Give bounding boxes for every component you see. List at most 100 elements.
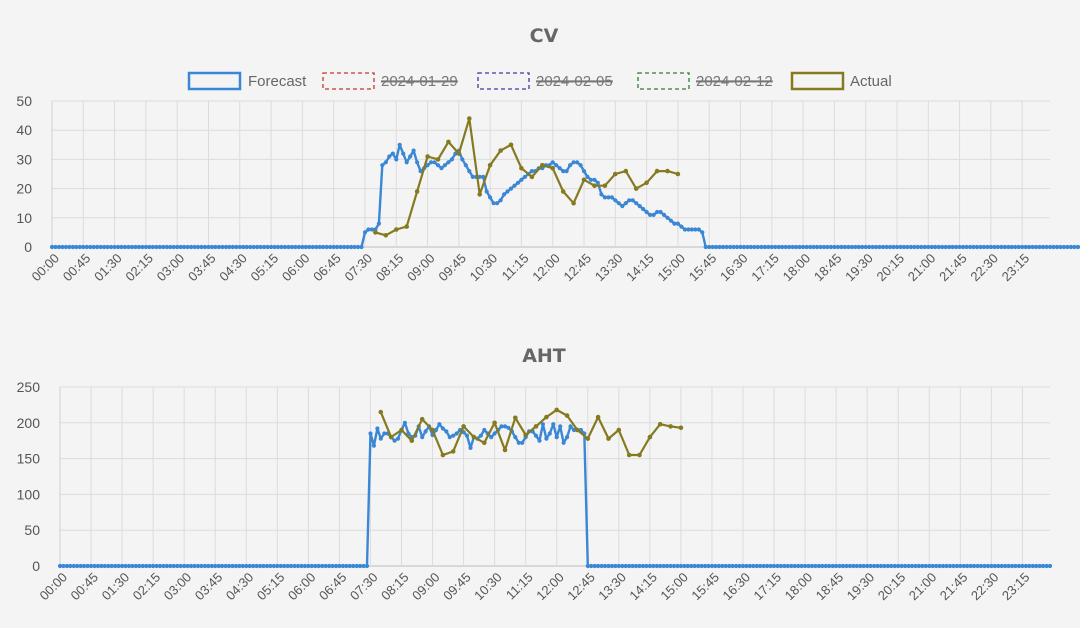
data-point — [723, 563, 728, 569]
data-point — [247, 563, 252, 569]
data-point — [964, 244, 969, 250]
data-point — [399, 427, 404, 433]
x-tick-label: 12:45 — [561, 251, 595, 285]
data-point — [906, 563, 911, 569]
data-point — [324, 244, 329, 250]
data-point — [655, 209, 660, 215]
data-point — [898, 244, 903, 250]
data-point — [446, 139, 451, 145]
data-point — [668, 424, 673, 429]
data-point — [264, 563, 270, 569]
data-point — [758, 563, 763, 569]
data-point — [451, 433, 456, 438]
x-tick-label: 03:00 — [154, 251, 188, 285]
data-point — [140, 244, 145, 250]
data-point — [157, 563, 163, 569]
data-point — [380, 163, 385, 168]
data-point — [658, 209, 663, 215]
data-point — [823, 563, 828, 569]
data-point — [498, 198, 503, 203]
y-tick-label: 150 — [17, 451, 41, 467]
data-point — [230, 244, 235, 250]
data-point — [478, 433, 483, 438]
data-point — [140, 563, 145, 569]
aht-chart: AHT 0 50 100 150 200 250 00:0000:4501:3002:15… — [17, 345, 1053, 604]
data-point — [321, 244, 326, 250]
data-point — [328, 244, 333, 250]
data-point — [588, 177, 594, 182]
data-point — [447, 435, 452, 440]
legend-item-forecast[interactable]: Forecast — [187, 71, 307, 91]
y-tick-label: 100 — [17, 486, 41, 502]
x-tick-label: 19:30 — [844, 570, 878, 604]
legend-item-2024-02-12[interactable]: 2024-02-12 — [637, 72, 773, 90]
data-point — [454, 431, 459, 436]
data-point — [340, 563, 345, 569]
data-point — [737, 563, 742, 569]
data-point — [185, 244, 190, 250]
data-point — [755, 244, 761, 250]
x-tick-label: 21:45 — [936, 251, 970, 285]
data-point — [689, 563, 694, 569]
data-point — [934, 563, 939, 569]
y-tick-label: 250 — [17, 379, 41, 395]
data-point — [901, 244, 907, 250]
data-point — [150, 244, 155, 250]
data-point — [460, 157, 465, 162]
data-point — [178, 244, 183, 250]
data-point — [927, 563, 932, 569]
data-point — [696, 227, 701, 232]
x-tick-label: 08:15 — [378, 570, 412, 604]
x-tick-label: 01:30 — [99, 570, 133, 604]
data-point — [912, 244, 917, 250]
data-point — [658, 563, 663, 569]
data-point — [693, 227, 698, 232]
data-point — [585, 563, 590, 569]
data-point — [599, 563, 604, 569]
data-point — [133, 244, 138, 250]
data-point — [678, 563, 684, 569]
data-point — [378, 436, 383, 441]
data-point — [199, 563, 204, 569]
data-point — [754, 563, 759, 569]
data-point — [940, 244, 945, 250]
data-point — [686, 227, 691, 232]
data-point — [727, 563, 732, 569]
legend-item-2024-02-05[interactable]: 2024-02-05 — [477, 72, 613, 90]
data-point — [477, 192, 483, 197]
data-point — [126, 563, 132, 569]
data-point — [828, 244, 834, 250]
data-point — [1072, 244, 1077, 250]
data-point — [926, 244, 931, 250]
data-point — [333, 563, 339, 569]
data-point — [116, 244, 121, 250]
data-point — [941, 563, 946, 569]
data-point — [129, 244, 135, 250]
data-point — [958, 563, 963, 569]
data-point — [565, 435, 570, 440]
data-point — [792, 563, 797, 569]
data-point — [331, 244, 336, 250]
data-point — [816, 563, 822, 569]
data-point — [992, 563, 997, 569]
data-point — [61, 563, 66, 569]
data-point — [858, 563, 863, 569]
legend-item-actual[interactable]: Actual — [790, 71, 892, 91]
data-point — [293, 244, 298, 250]
cv-y-axis: 0 10 20 30 40 50 — [16, 93, 32, 255]
data-point — [765, 563, 770, 569]
data-point — [811, 244, 816, 250]
legend-item-2024-01-29[interactable]: 2024-01-29 — [322, 72, 458, 90]
data-point — [937, 563, 942, 569]
data-point — [327, 563, 332, 569]
data-point — [394, 227, 399, 232]
data-point — [709, 563, 715, 569]
x-tick-label: 09:45 — [435, 251, 469, 285]
data-point — [971, 244, 976, 250]
data-point — [154, 563, 159, 569]
data-point — [175, 563, 180, 569]
data-point — [227, 244, 232, 250]
x-tick-label: 18:00 — [782, 570, 816, 604]
data-point — [703, 563, 708, 569]
